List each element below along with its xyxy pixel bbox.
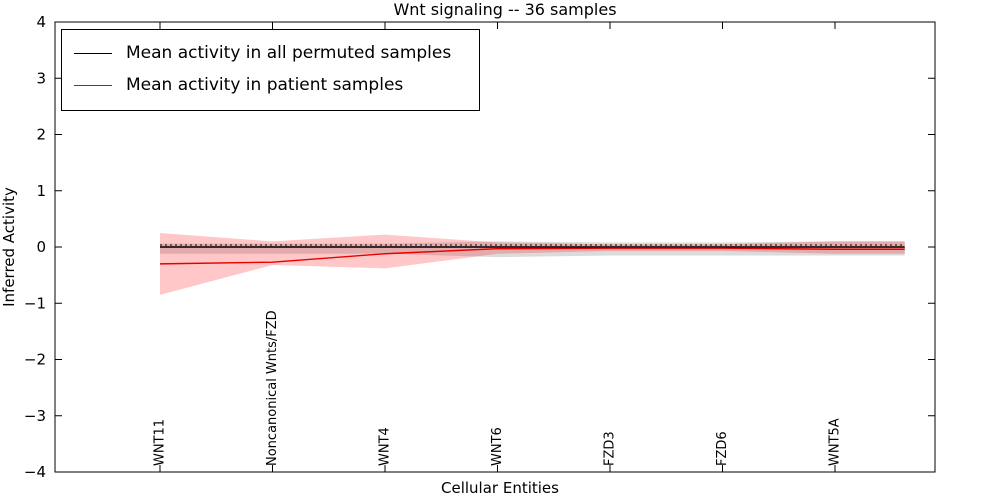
y-tick-label: 2 (36, 126, 46, 144)
legend-label-permuted: Mean activity in all permuted samples (126, 43, 452, 63)
plot-border (54, 21, 936, 473)
x-tick-label: FZD3 (603, 431, 618, 466)
x-tick-label: Noncanonical Wnts/FZD (265, 310, 280, 466)
chart-layers: 4 3 2 1 0 −1 −2 −3 −4 WNT11 Noncanonical Wnts/FZD W… (24, 13, 935, 481)
patient-line-swatch (74, 84, 112, 86)
x-tick-label: WNT6 (490, 427, 505, 466)
legend-label-patient: Mean activity in patient samples (126, 75, 404, 95)
legend: Mean activity in all permuted samples Me… (61, 29, 481, 111)
y-tick-label: 3 (36, 69, 46, 87)
x-tick-label: FZD6 (715, 431, 730, 466)
legend-entry-permuted: Mean activity in all permuted samples (74, 37, 465, 69)
patient-mean-line (159, 247, 905, 265)
x-tick-label: WNT5A (828, 418, 843, 466)
y-tick-label: −4 (24, 463, 46, 481)
legend-entry-patient: Mean activity in patient samples (74, 69, 465, 101)
x-tick-label: WNT4 (378, 427, 393, 466)
chart-title: Wnt signaling -- 36 samples (393, 0, 616, 19)
y-tick-label: −3 (24, 407, 46, 425)
x-tick-label: WNT11 (153, 419, 168, 466)
y-tick-label: 0 (36, 238, 46, 256)
y-axis-label: Inferred Activity (0, 187, 18, 307)
y-tick-label: 4 (36, 13, 46, 31)
permuted-line-swatch (74, 52, 112, 54)
x-axis-label: Cellular Entities (441, 479, 559, 497)
y-tick-label: −1 (24, 294, 46, 312)
y-tick-label: −2 (24, 351, 46, 369)
y-tick-label: 1 (36, 182, 46, 200)
